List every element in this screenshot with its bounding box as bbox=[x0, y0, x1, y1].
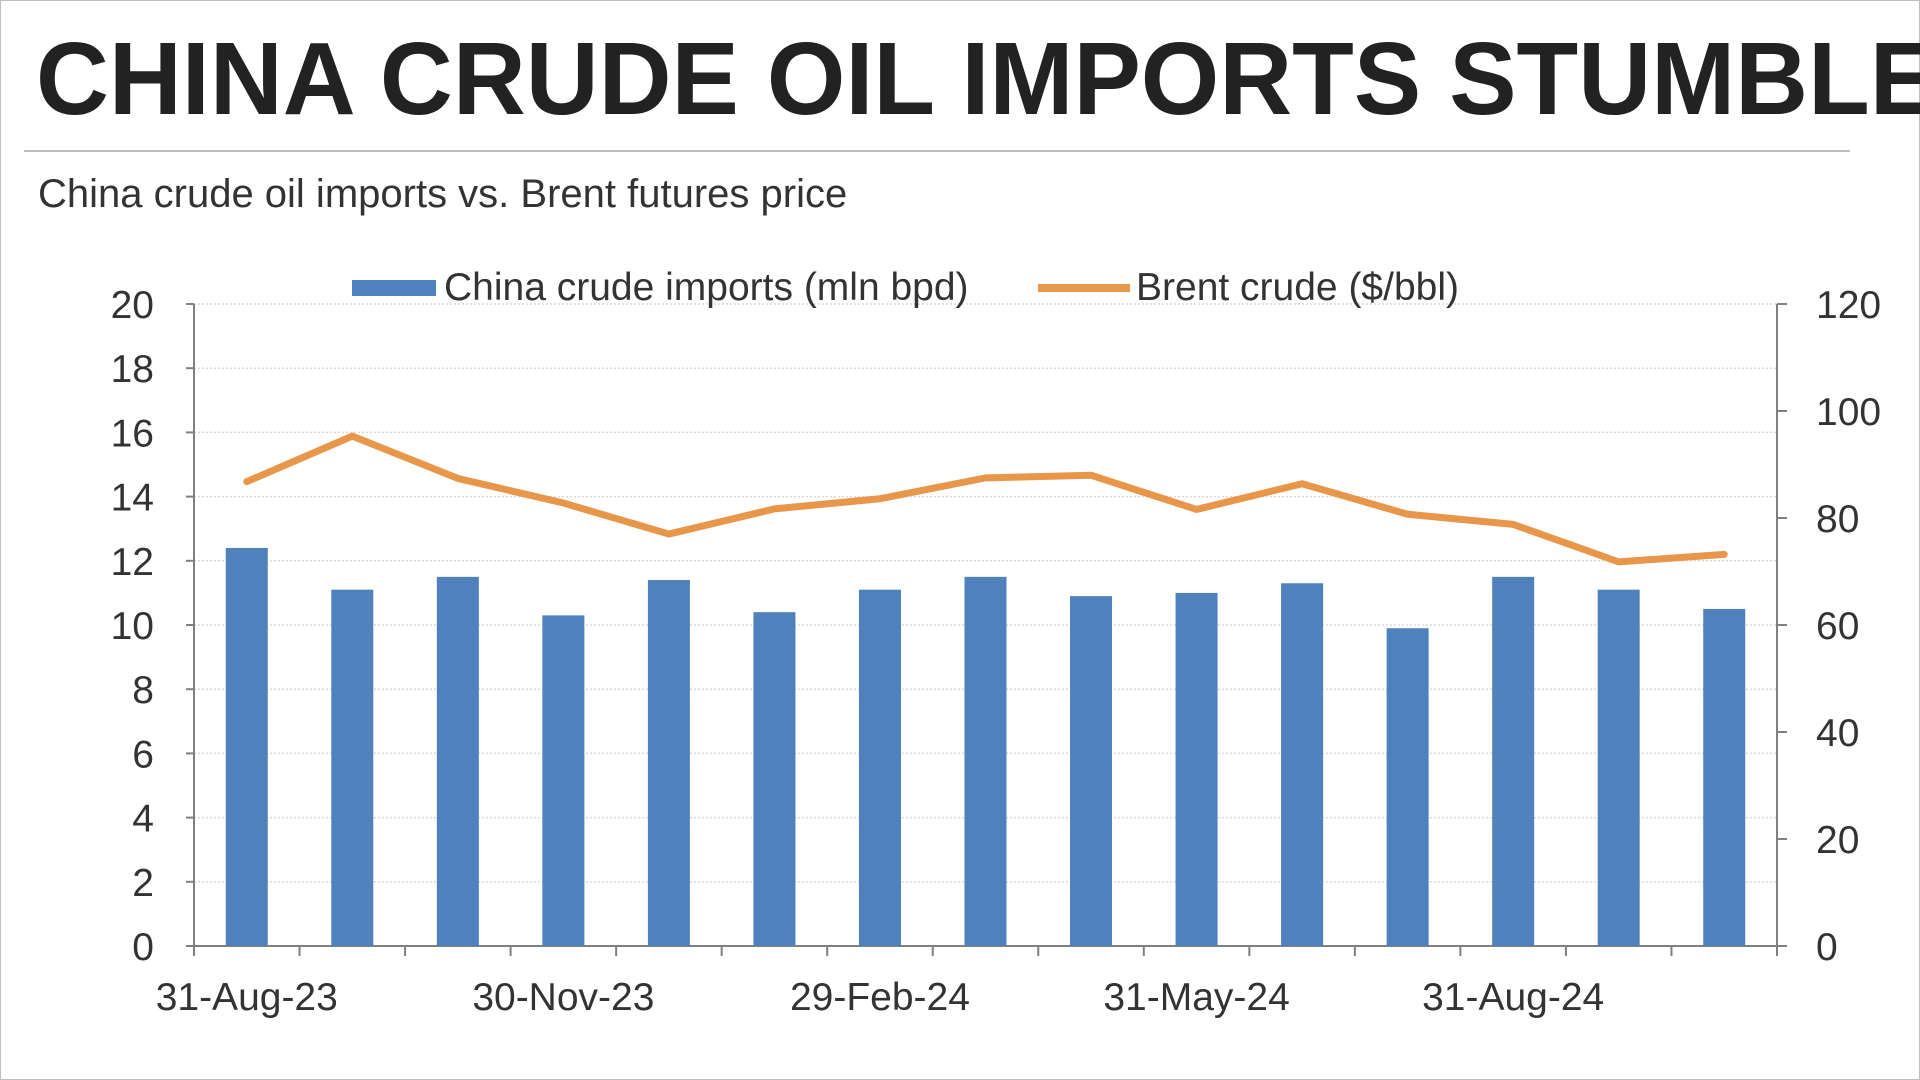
legend: China crude imports (mln bpd) Brent crud… bbox=[352, 266, 1459, 309]
bar-imports bbox=[225, 547, 268, 946]
left-axis-tick-label: 18 bbox=[111, 348, 154, 391]
right-axis-tick-label: 60 bbox=[1816, 605, 1859, 648]
left-axis-tick-label: 10 bbox=[111, 605, 154, 648]
bar-imports bbox=[1070, 596, 1113, 946]
right-axis-tick-label: 20 bbox=[1816, 819, 1859, 862]
bar-imports bbox=[542, 615, 585, 946]
imports-bars bbox=[225, 547, 1746, 946]
x-axis-tick-label: 31-Aug-23 bbox=[156, 976, 338, 1019]
bar-imports bbox=[1492, 576, 1535, 946]
chart-subtitle: China crude oil imports vs. Brent future… bbox=[38, 172, 848, 216]
left-axis-tick-label: 20 bbox=[111, 284, 154, 327]
left-axis-tick-label: 14 bbox=[111, 477, 154, 520]
legend-swatch-imports bbox=[352, 280, 436, 296]
x-axis-tick-label: 29-Feb-24 bbox=[790, 976, 970, 1019]
left-axis-tick-label: 12 bbox=[111, 541, 154, 584]
line-brent-series bbox=[243, 432, 1728, 566]
headline: CHINA CRUDE OIL IMPORTS STUMBLE bbox=[36, 21, 1920, 136]
title-divider bbox=[24, 150, 1850, 152]
right-axis-tick-label: 120 bbox=[1816, 284, 1881, 327]
right-axis-tick-label: 100 bbox=[1816, 391, 1881, 434]
bar-imports bbox=[1703, 608, 1746, 946]
left-axis-tick-label: 16 bbox=[111, 412, 154, 455]
x-axis-tick-label: 31-Aug-24 bbox=[1422, 976, 1604, 1019]
bar-imports bbox=[331, 589, 374, 946]
bar-imports bbox=[1175, 592, 1218, 946]
left-axis-tick-label: 8 bbox=[132, 669, 154, 712]
legend-swatch-brent bbox=[1038, 284, 1130, 292]
right-axis-tick-label: 40 bbox=[1816, 712, 1859, 755]
legend-label-brent: Brent crude ($/bbl) bbox=[1136, 266, 1459, 309]
bar-imports bbox=[1386, 628, 1429, 946]
left-axis-tick-label: 0 bbox=[132, 926, 154, 969]
right-axis-tick-label: 0 bbox=[1816, 926, 1838, 969]
left-axis-tick-label: 2 bbox=[132, 862, 154, 905]
x-axis-tick-label: 30-Nov-23 bbox=[472, 976, 654, 1019]
x-axis-tick-label: 31-May-24 bbox=[1103, 976, 1289, 1019]
bar-imports bbox=[436, 576, 479, 946]
right-axis-tick-label: 80 bbox=[1816, 498, 1859, 541]
bar-imports bbox=[858, 589, 901, 946]
bar-imports bbox=[647, 580, 690, 946]
left-axis-tick-label: 4 bbox=[132, 798, 154, 841]
bar-imports bbox=[1281, 583, 1324, 946]
bar-imports bbox=[753, 612, 796, 946]
bar-imports bbox=[964, 576, 1007, 946]
bar-imports bbox=[1597, 589, 1640, 946]
brent-line bbox=[243, 432, 1728, 566]
left-axis-tick-label: 6 bbox=[132, 733, 154, 776]
legend-label-imports: China crude imports (mln bpd) bbox=[444, 266, 969, 309]
